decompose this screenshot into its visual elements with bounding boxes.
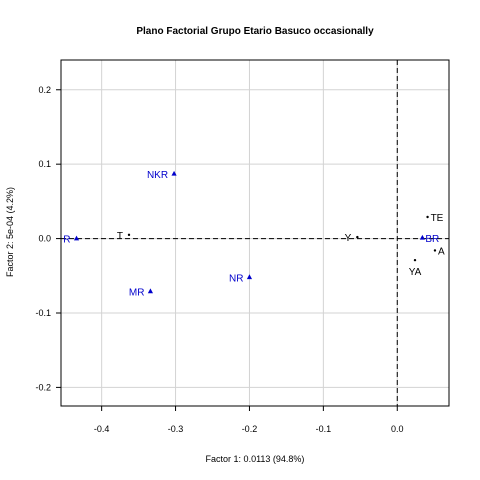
plot-frame — [60, 59, 450, 407]
point-nr-marker — [246, 274, 253, 280]
y-tick-label: 0.0 — [38, 234, 51, 244]
y-axis-label: Factor 2: 5e-04 (4.2%) — [5, 187, 15, 277]
point-t-marker — [127, 233, 131, 237]
y-axis-ticks: -0.2 -0.1 0.0 0.1 0.2 — [35, 85, 61, 392]
point-nkr-label: NKR — [147, 170, 168, 181]
x-axis-label: Factor 1: 0.0113 (94.8%) — [206, 454, 305, 464]
x-tick-label: -0.4 — [94, 424, 110, 434]
x-tick-label: -0.2 — [242, 424, 258, 434]
y-tick-label: 0.1 — [38, 159, 51, 169]
y-tick-label: -0.1 — [35, 308, 51, 318]
data-points: NKR R MR NR BR T Y TE A YA — [63, 170, 445, 299]
point-y-label: Y — [345, 233, 352, 244]
y-tick-label: 0.2 — [38, 85, 51, 95]
point-mr-marker — [147, 288, 154, 294]
point-y-marker — [356, 235, 359, 239]
point-nkr-marker — [171, 170, 177, 176]
point-t-label: T — [117, 231, 123, 242]
point-r-marker — [73, 235, 80, 241]
reference-lines — [61, 60, 449, 406]
x-axis-ticks: -0.4 -0.3 -0.2 -0.1 0.0 — [94, 406, 404, 434]
point-ya-label: YA — [409, 267, 422, 278]
point-te-marker — [426, 215, 429, 219]
point-mr-label: MR — [129, 287, 145, 298]
point-te-label: TE — [431, 213, 444, 224]
point-nr-label: NR — [229, 273, 243, 284]
point-r-label: R — [63, 235, 70, 246]
point-a-label: A — [438, 246, 445, 257]
x-tick-label: -0.1 — [316, 424, 332, 434]
y-tick-label: -0.2 — [35, 382, 51, 392]
x-tick-label: -0.3 — [168, 424, 184, 434]
point-br-marker — [419, 234, 425, 240]
point-ya-marker — [413, 258, 417, 262]
chart-title: Plano Factorial Grupo Etario Basuco occa… — [136, 26, 374, 37]
point-a-marker — [433, 249, 437, 252]
point-br-label: BR — [425, 234, 439, 245]
x-tick-label: 0.0 — [391, 424, 404, 434]
